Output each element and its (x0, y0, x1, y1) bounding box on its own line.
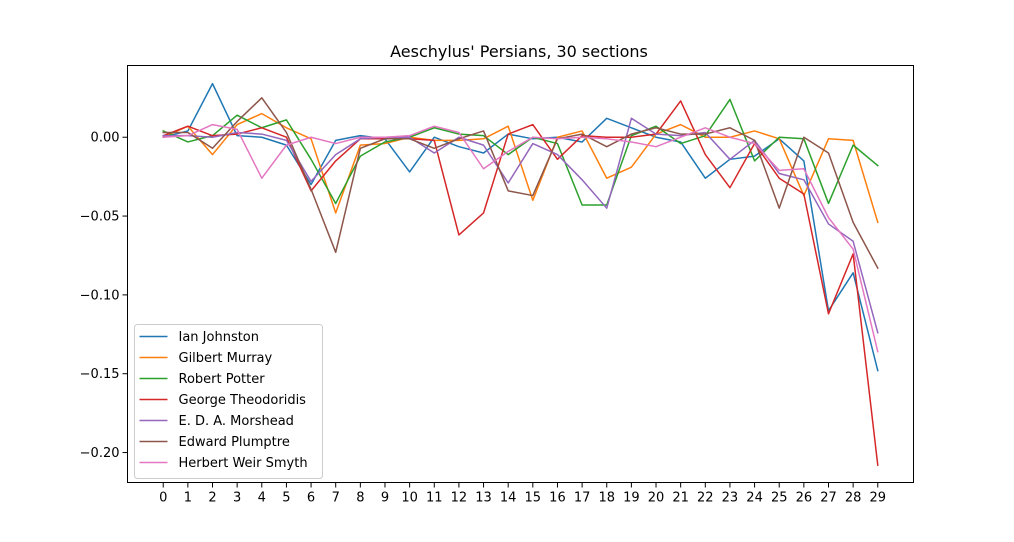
x-tick-label: 27 (820, 491, 837, 506)
series-line-3 (162, 98, 879, 206)
series-layer (162, 82, 879, 466)
x-tick-label: 8 (356, 491, 364, 506)
series-line-6 (162, 97, 879, 270)
x-tick-label: 17 (574, 491, 591, 506)
legend-label: Ian Johnston (179, 330, 260, 345)
x-tick-label: 22 (697, 491, 714, 506)
x-tick-label: 19 (623, 491, 640, 506)
y-tick-label: −0.15 (80, 367, 120, 382)
x-tick-label: 20 (648, 491, 665, 506)
y-tick-label: −0.20 (80, 446, 120, 461)
x-tick-label: 9 (381, 491, 389, 506)
x-tick-label: 23 (722, 491, 739, 506)
x-tick-label: 3 (233, 491, 241, 506)
y-tick-label: −0.05 (80, 210, 120, 225)
x-tick-label: 13 (475, 491, 492, 506)
x-tick-label: 16 (549, 491, 566, 506)
x-tick-label: 26 (796, 491, 813, 506)
x-axis: 0 1 2 3 4 5 6 7 8 9 10 11 12 13 14 15 16 17 18 19 20 21 22 23 24… (159, 482, 886, 506)
legend-label: George Theodoridis (179, 393, 307, 408)
x-tick-label: 11 (426, 491, 443, 506)
x-tick-label: 24 (746, 491, 763, 506)
legend-label: Edward Plumptre (179, 435, 290, 450)
x-tick-label: 2 (208, 491, 216, 506)
chart-title: Aeschylus' Persians, 30 sections (390, 42, 648, 61)
x-tick-label: 15 (525, 491, 542, 506)
series-line-5 (162, 117, 879, 334)
y-tick-label: 0.00 (91, 131, 120, 146)
legend-label: Robert Potter (179, 372, 266, 387)
x-tick-label: 25 (771, 491, 788, 506)
x-tick-label: 1 (184, 491, 192, 506)
legend-box (134, 324, 323, 479)
legend-label: E. D. A. Morshead (179, 414, 294, 429)
x-tick-label: 4 (258, 491, 266, 506)
axes-frame (127, 65, 914, 483)
series-line-4 (162, 100, 879, 466)
x-tick-label: 6 (307, 491, 315, 506)
x-tick-label: 21 (672, 491, 689, 506)
x-tick-label: 7 (332, 491, 340, 506)
x-tick-label: 10 (401, 491, 418, 506)
x-tick-label: 29 (869, 491, 886, 506)
series-line-7 (162, 123, 879, 353)
x-tick-label: 5 (282, 491, 290, 506)
legend-label: Gilbert Murray (179, 351, 273, 366)
legend: Ian Johnston Gilbert Murray Robert Potter G… (134, 324, 323, 479)
x-tick-label: 0 (159, 491, 167, 506)
y-tick-label: −0.10 (80, 288, 120, 303)
x-tick-label: 18 (598, 491, 615, 506)
legend-label: Herbert Weir Smyth (179, 456, 308, 471)
x-tick-label: 28 (845, 491, 862, 506)
x-tick-label: 14 (500, 491, 517, 506)
x-tick-label: 12 (451, 491, 468, 506)
y-axis: 0.00 −0.05 −0.10 −0.15 −0.20 (80, 131, 128, 461)
